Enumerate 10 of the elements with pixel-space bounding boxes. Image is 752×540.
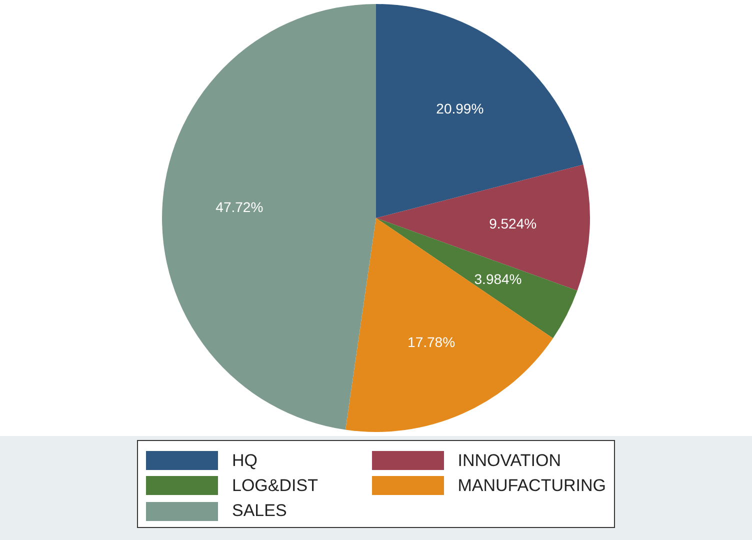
legend-label: HQ (232, 450, 258, 471)
legend-label: INNOVATION (458, 450, 561, 471)
data-label: 17.78% (408, 334, 456, 350)
legend-label: SALES (232, 501, 287, 522)
legend-label: LOG&DIST (232, 476, 318, 496)
data-label: 47.72% (216, 199, 264, 216)
data-label: 3.984% (474, 271, 522, 288)
legend-label: MANUFACTURING (458, 476, 606, 496)
data-label: 20.99% (436, 100, 484, 117)
data-label: 9.524% (489, 215, 537, 232)
